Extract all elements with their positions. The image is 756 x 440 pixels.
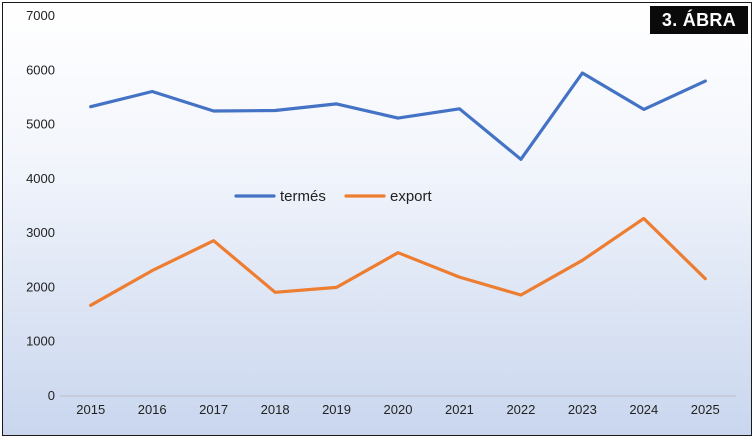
- y-tick-label: 3000: [26, 225, 55, 240]
- data-point: [519, 158, 522, 161]
- y-tick-label: 6000: [26, 62, 55, 77]
- data-point: [458, 107, 461, 110]
- x-tick-label: 2020: [384, 402, 413, 417]
- y-tick-label: 1000: [26, 334, 55, 349]
- y-tick-label: 0: [48, 388, 55, 403]
- data-point: [704, 277, 707, 280]
- data-point: [273, 109, 276, 112]
- x-tick-label: 2024: [629, 402, 658, 417]
- x-axis-ticks: 2015 2016 2017 2018 2019 2020 2021 2022 2023 2024…: [76, 402, 719, 417]
- data-point: [519, 293, 522, 296]
- data-point: [642, 108, 645, 111]
- data-point: [212, 239, 215, 242]
- x-tick-label: 2019: [322, 402, 351, 417]
- legend: termés export: [234, 188, 433, 205]
- data-point: [89, 105, 92, 108]
- legend-label: termés: [280, 188, 326, 205]
- y-tick-label: 5000: [26, 117, 55, 132]
- data-point: [212, 109, 215, 112]
- figure-label: 3. ÁBRA: [649, 6, 748, 34]
- x-tick-label: 2016: [138, 402, 167, 417]
- series-line-termes: [89, 71, 707, 161]
- y-tick-label: 7000: [26, 8, 55, 23]
- data-point: [581, 71, 584, 74]
- chart-frame: 0 1000 2000 3000 4000 5000 6000 7000 2015 2016 20…: [2, 2, 752, 436]
- data-point: [458, 276, 461, 279]
- x-tick-label: 2021: [445, 402, 474, 417]
- data-point: [396, 251, 399, 254]
- data-point: [642, 217, 645, 220]
- y-axis-ticks: 0 1000 2000 3000 4000 5000 6000 7000: [26, 8, 55, 403]
- data-point: [335, 286, 338, 289]
- data-point: [581, 259, 584, 262]
- y-tick-label: 2000: [26, 279, 55, 294]
- x-tick-label: 2018: [261, 402, 290, 417]
- data-point: [89, 304, 92, 307]
- x-tick-label: 2022: [506, 402, 535, 417]
- y-tick-label: 4000: [26, 171, 55, 186]
- x-tick-label: 2025: [691, 402, 720, 417]
- data-point: [704, 80, 707, 83]
- data-point: [396, 116, 399, 119]
- legend-label: export: [390, 188, 433, 205]
- series-layer: [89, 71, 707, 307]
- x-tick-label: 2015: [76, 402, 105, 417]
- data-point: [335, 102, 338, 105]
- x-tick-label: 2023: [568, 402, 597, 417]
- series-line-export: [89, 216, 707, 307]
- data-point: [151, 90, 154, 93]
- data-point: [273, 291, 276, 294]
- x-tick-label: 2017: [199, 402, 228, 417]
- data-point: [151, 269, 154, 272]
